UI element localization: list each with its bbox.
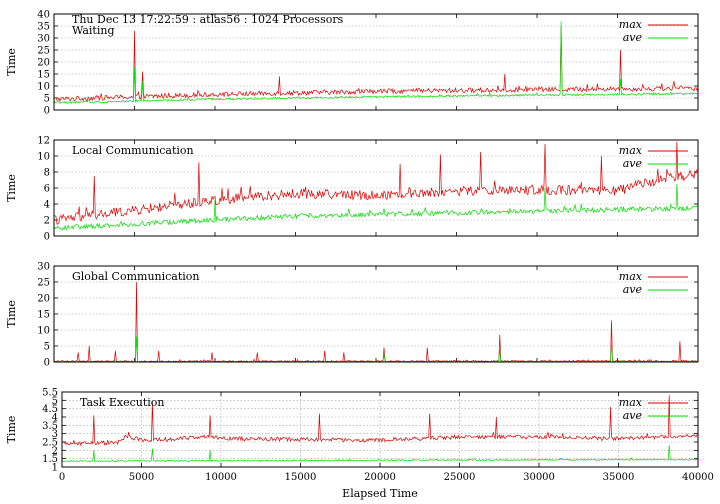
panel-title: Global Communication [72, 270, 200, 283]
y-axis-label: Time [5, 48, 18, 76]
y-tick-label: 1 [52, 463, 58, 474]
legend-label-max: max [619, 396, 643, 409]
legend-label-ave: ave [623, 409, 643, 422]
y-tick-label: 2 [44, 216, 50, 227]
plot-frame [61, 391, 699, 468]
series-max-line [53, 141, 699, 225]
legend-label-max: max [619, 270, 643, 283]
x-tick-label: 30000 [523, 472, 555, 483]
y-axis-label: Time [5, 174, 18, 202]
y-tick-label: 30 [37, 34, 50, 45]
y-tick-label: 15 [37, 310, 50, 321]
y-tick-label: 1.5 [42, 454, 58, 465]
y-tick-label: 10 [37, 152, 50, 163]
y-tick-label: 20 [37, 58, 50, 69]
y-axis-label: Time [5, 416, 18, 444]
panel-title: Task Execution [80, 396, 164, 409]
plot-frame [53, 139, 699, 237]
figure-title: Thu Dec 13 17:22:59 : atlas56 : 1024 Pro… [72, 13, 344, 26]
y-tick-label: 3 [52, 429, 58, 440]
x-tick-label: 0 [59, 472, 65, 483]
plot-frame [53, 265, 699, 363]
x-tick-label: 25000 [444, 472, 476, 483]
series-ave-line [53, 21, 698, 105]
y-tick-label: 20 [37, 294, 50, 305]
y-tick-label: 25 [37, 278, 50, 289]
y-tick-label: 30 [37, 262, 50, 273]
y-tick-label: 25 [37, 46, 50, 57]
legend-label-max: max [619, 18, 643, 31]
y-tick-label: 6 [44, 184, 50, 195]
y-tick-label: 5 [44, 94, 50, 105]
x-tick-label: 15000 [285, 472, 317, 483]
y-tick-label: 10 [37, 82, 50, 93]
series-max-line [53, 281, 699, 363]
y-tick-label: 15 [37, 70, 50, 81]
x-axis-label: Elapsed Time [342, 487, 418, 500]
panel-title: Local Communication [72, 144, 194, 157]
y-tick-label: 5 [44, 342, 50, 353]
legend-label-max: max [619, 144, 643, 157]
legend-label-ave: ave [623, 31, 643, 44]
y-tick-label: 35 [37, 22, 50, 33]
y-tick-label: 0 [44, 358, 50, 369]
y-tick-label: 40 [37, 10, 50, 21]
series-ave-line [53, 183, 699, 231]
x-tick-label: 20000 [364, 472, 396, 483]
x-tick-label: 5000 [129, 472, 154, 483]
x-tick-label: 10000 [205, 472, 237, 483]
plot-frame [53, 13, 699, 111]
legend-label-ave: ave [623, 157, 643, 170]
y-tick-label: 8 [44, 168, 50, 179]
y-tick-label: 12 [37, 136, 50, 147]
y-tick-label: 2.5 [42, 438, 58, 449]
series-max-line [53, 25, 699, 103]
y-tick-label: 3.5 [42, 421, 58, 432]
y-tick-label: 10 [37, 326, 50, 337]
y-tick-label: 4 [44, 200, 50, 211]
series-max-line [61, 395, 698, 447]
y-axis-label: Time [5, 300, 18, 328]
y-tick-label: 0 [44, 106, 50, 117]
y-tick-label: 0 [44, 232, 50, 243]
x-tick-label: 35000 [603, 472, 635, 483]
x-tick-label: 40000 [682, 472, 714, 483]
panel-title: Waiting [72, 24, 115, 37]
y-tick-label: 5.5 [42, 388, 58, 399]
y-tick-label: 2 [52, 446, 58, 457]
series-ave-line [61, 445, 699, 463]
y-tick-label: 4.5 [42, 404, 58, 415]
legend-label-ave: ave [623, 283, 643, 296]
y-tick-label: 4 [52, 413, 58, 424]
chart-panel-4: 11.522.533.544.555.5 0 5000 10000 15000 20000… [5, 388, 714, 501]
y-tick-label: 5 [52, 396, 58, 407]
